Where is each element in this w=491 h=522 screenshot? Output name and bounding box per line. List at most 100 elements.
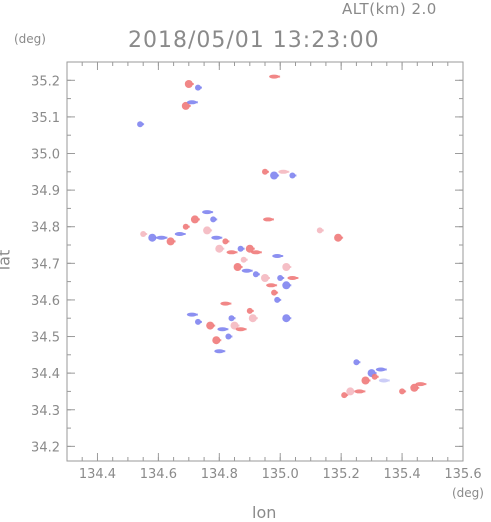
radar-echo-pixel <box>376 375 379 378</box>
radar-echo <box>237 245 244 252</box>
radar-echo <box>202 210 213 215</box>
radar-echo-pixel <box>229 302 232 305</box>
altitude-label: ALT(km) 2.0 <box>342 0 437 18</box>
radar-echo-pixel <box>191 83 194 85</box>
radar-echo-pixel <box>222 247 225 250</box>
radar-echo <box>222 238 229 245</box>
radar-echo <box>410 383 419 392</box>
radar-echo <box>182 223 189 230</box>
radar-echo-pixel <box>200 320 202 323</box>
radar-echo <box>226 250 237 255</box>
radar-echo <box>186 100 197 105</box>
radar-echo-pixel <box>281 255 284 257</box>
y-tick-label: 34.8 <box>31 221 60 236</box>
radar-echo-pixel <box>294 174 297 177</box>
x-tick-label: 135.2 <box>323 467 360 482</box>
radar-echo <box>215 244 224 253</box>
radar-echo <box>252 271 259 278</box>
radar-echo <box>241 268 252 273</box>
radar-echo <box>269 74 280 79</box>
radar-echo <box>278 169 289 174</box>
radar-echo-pixel <box>278 75 281 78</box>
radar-echo-pixel <box>275 284 278 287</box>
radar-echo-pixel <box>358 361 361 364</box>
radar-echo-pixel <box>417 386 420 389</box>
x-axis-label: lon <box>252 503 277 522</box>
radar-echo <box>211 235 222 240</box>
radar-echo-pixel <box>213 324 216 327</box>
radar-echo <box>148 233 157 242</box>
radar-echo-pixel <box>374 372 377 375</box>
radar-echo <box>212 336 221 345</box>
radar-echo-pixel <box>341 236 344 239</box>
radar-echo <box>156 235 167 240</box>
radar-echo-pixel <box>287 170 290 173</box>
y-tick-label: 34.4 <box>31 367 60 382</box>
radar-echo-pixel <box>183 233 186 235</box>
radar-echo-pixel <box>282 277 285 279</box>
radar-echo-pixel <box>259 251 262 254</box>
x-axis-unit: (deg) <box>452 486 484 500</box>
radar-echo <box>282 314 291 323</box>
radar-echo-pixel <box>245 258 248 261</box>
radar-echo-pixel <box>237 324 240 327</box>
radar-echo <box>248 314 257 323</box>
radar-echo <box>274 296 281 303</box>
radar-echo <box>271 289 278 296</box>
radar-echo <box>246 307 253 314</box>
plot-frame <box>66 61 464 462</box>
radar-echo-pixel <box>223 350 226 353</box>
radar-echo-pixel <box>363 390 366 393</box>
radar-echo-pixel <box>227 240 230 243</box>
radar-echo <box>181 101 190 110</box>
radar-echo-pixel <box>195 313 198 316</box>
y-tick-label: 34.2 <box>31 440 60 455</box>
radar-echo-pixel <box>250 269 253 272</box>
radar-echo-pixel <box>277 174 280 177</box>
radar-echo <box>341 392 348 399</box>
radar-echo-pixel <box>346 394 349 397</box>
radar-echo-pixel <box>279 298 282 301</box>
radar-echo-pixel <box>251 309 254 312</box>
radar-echo <box>346 387 355 396</box>
radar-echo <box>287 276 298 280</box>
radar-echo-pixel <box>188 104 191 107</box>
radar-echo-pixel <box>289 317 292 320</box>
radar-echo-pixel <box>173 240 176 243</box>
radar-echo-pixel <box>226 328 229 331</box>
radar-echo-pixel <box>240 266 243 268</box>
radar-echo-pixel <box>242 247 245 250</box>
radar-echo <box>195 318 201 325</box>
radar-echo <box>354 389 365 394</box>
x-tick-label: 135.0 <box>262 467 299 482</box>
radar-echo <box>190 215 199 224</box>
radar-echo <box>195 84 201 91</box>
x-tick-label: 134.6 <box>140 467 177 482</box>
radar-echo <box>210 216 217 223</box>
radar-echo <box>277 275 284 281</box>
radar-echo-pixel <box>252 247 255 250</box>
radar-echo <box>415 382 426 387</box>
radar-echo-pixel <box>353 390 356 393</box>
radar-echo-pixel <box>210 229 213 232</box>
radar-echo <box>282 281 291 290</box>
radar-echo-pixel <box>197 218 200 221</box>
radar-echo <box>282 263 291 271</box>
radar-echo-pixel <box>215 218 218 221</box>
radar-echo-pixel <box>257 273 260 276</box>
radar-echo-pixel <box>230 335 233 338</box>
radar-echo <box>250 250 261 255</box>
radar-echo-pixel <box>289 284 292 287</box>
radar-echo-pixel <box>211 211 214 214</box>
y-tick-label: 34.5 <box>31 331 60 346</box>
radar-echo <box>240 256 247 263</box>
radar-echo-pixel <box>267 170 269 173</box>
radar-echo <box>220 301 231 306</box>
y-tick-label: 34.9 <box>31 184 60 199</box>
radar-echo-pixel <box>165 236 168 239</box>
radar-echo-pixel <box>368 379 371 382</box>
radar-echo <box>361 376 370 385</box>
radar-echo <box>230 321 239 330</box>
x-tick-label: 134.4 <box>79 467 116 482</box>
